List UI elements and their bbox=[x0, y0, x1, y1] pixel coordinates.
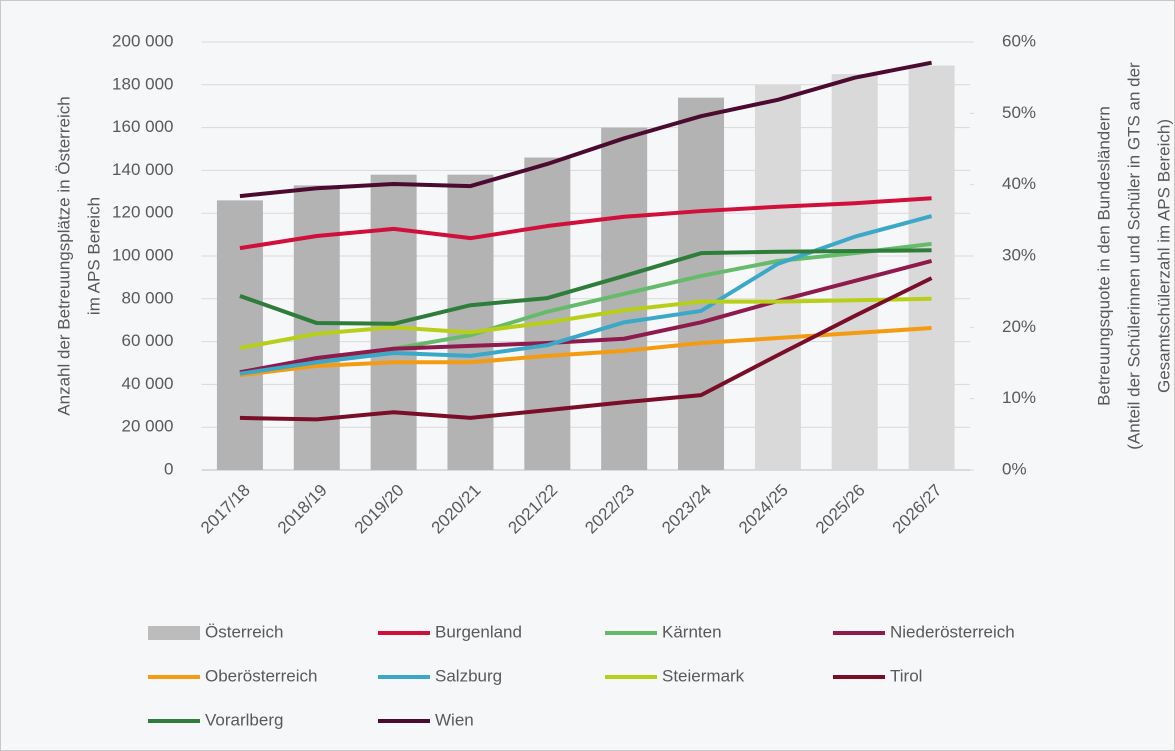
y-tick-label: 200 000 bbox=[112, 31, 173, 50]
bar bbox=[678, 97, 725, 470]
y2-axis-title: (Anteil der Schülerinnen und Schüler in … bbox=[1124, 62, 1143, 450]
legend-label: Österreich bbox=[205, 622, 283, 641]
y2-tick-label: 0% bbox=[1002, 459, 1027, 478]
legend-label: Kärnten bbox=[662, 622, 722, 641]
y-tick-label: 80 000 bbox=[122, 288, 174, 307]
line bbox=[239, 196, 932, 251]
y2-tick-label: 60% bbox=[1002, 31, 1036, 50]
bar bbox=[216, 200, 263, 471]
y-tick-label: 120 000 bbox=[112, 203, 173, 222]
y-tick-label: 140 000 bbox=[112, 160, 173, 179]
y2-tick-label: 10% bbox=[1002, 388, 1036, 407]
y-tick-label: 0 bbox=[164, 459, 173, 478]
legend-label: Oberösterreich bbox=[205, 666, 317, 685]
legend-label: Burgenland bbox=[435, 622, 522, 641]
line bbox=[239, 259, 933, 375]
y-tick-label: 40 000 bbox=[122, 374, 174, 393]
y2-tick-label: 50% bbox=[1002, 103, 1036, 122]
y2-axis-title: Gesamtschülerzahl im APS Bereich) bbox=[1154, 119, 1173, 393]
y-tick-label: 160 000 bbox=[112, 117, 173, 136]
y-tick-label: 20 000 bbox=[122, 417, 174, 436]
bar bbox=[908, 65, 955, 470]
line bbox=[239, 276, 933, 422]
bar bbox=[293, 185, 340, 470]
line bbox=[239, 60, 932, 199]
legend-label: Salzburg bbox=[435, 666, 502, 685]
y2-tick-label: 30% bbox=[1002, 245, 1036, 264]
bar bbox=[524, 157, 571, 470]
legend-label: Niederösterreich bbox=[890, 622, 1015, 641]
bar bbox=[831, 74, 878, 470]
legend-swatch bbox=[148, 626, 200, 640]
y-axis-title: im APS Bereich bbox=[84, 197, 103, 315]
line bbox=[239, 248, 932, 326]
y-tick-label: 60 000 bbox=[122, 331, 174, 350]
y2-tick-label: 20% bbox=[1002, 317, 1036, 336]
y2-tick-label: 40% bbox=[1002, 174, 1036, 193]
line bbox=[239, 296, 932, 350]
y-tick-label: 180 000 bbox=[112, 74, 173, 93]
y-axis-title: Anzahl der Betreuungsplätze in Österreic… bbox=[54, 96, 73, 415]
legend-label: Vorarlberg bbox=[205, 710, 283, 729]
y2-axis-title: Betreuungsquote in den Bundesländern bbox=[1094, 106, 1113, 406]
legend-label: Tirol bbox=[890, 666, 922, 685]
y-tick-label: 100 000 bbox=[112, 245, 173, 264]
legend-label: Steiermark bbox=[662, 666, 745, 685]
bar bbox=[447, 174, 494, 470]
bar bbox=[754, 84, 801, 471]
legend-label: Wien bbox=[435, 710, 474, 729]
